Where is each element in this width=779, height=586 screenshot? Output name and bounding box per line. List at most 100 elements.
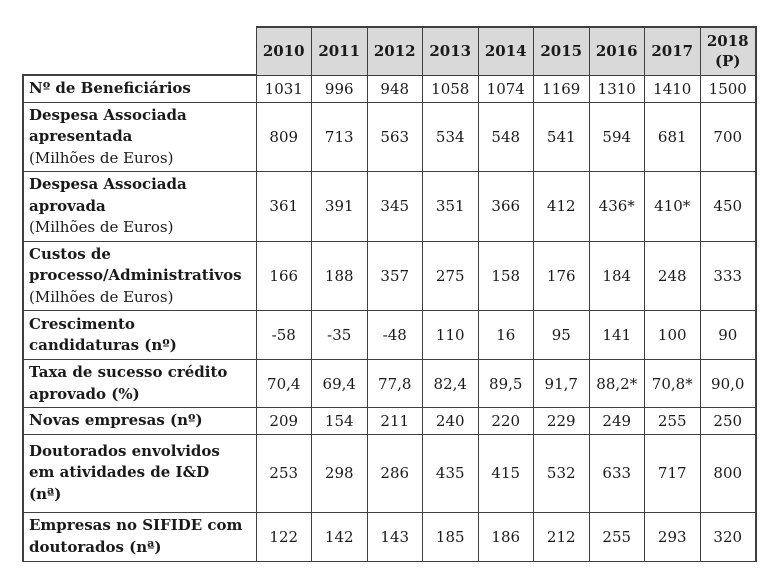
row-label: Taxa de sucesso crédito aprovado (%): [29, 363, 228, 403]
value-cell: 275: [422, 240, 479, 311]
value-cell: 541: [533, 101, 590, 172]
value-cell: 1500: [699, 74, 757, 103]
row-label-cell: Empresas no SIFIDE com doutorados (nª): [22, 511, 257, 562]
header-row: 2010 2011 2012 2013 2014 2015 2016 2017 2018 (P): [23, 26, 757, 76]
value-cell: 77,8: [366, 359, 423, 408]
value-cell: 410*: [644, 171, 701, 242]
value-cell: 293: [644, 511, 701, 562]
value-cell: 185: [422, 511, 479, 562]
table-row: Empresas no SIFIDE com doutorados (nª) 12…: [22, 511, 757, 562]
value-cell: 1169: [533, 74, 590, 103]
row-label: Crescimento candidaturas (nº): [29, 314, 177, 355]
row-label-cell: Doutorados envolvidos em atividades de I…: [22, 433, 257, 513]
row-sublabel: (Milhões de Euros): [29, 287, 174, 306]
year-column-header: 2017: [644, 26, 701, 76]
table-row: Taxa de sucesso crédito aprovado (%) 70,4…: [22, 359, 757, 408]
year-column-header: 2016: [588, 26, 645, 76]
value-cell: 89,5: [477, 359, 534, 408]
value-cell: 534: [422, 101, 479, 172]
value-cell: 110: [422, 310, 479, 360]
value-cell: 229: [533, 407, 590, 435]
value-cell: 212: [533, 511, 590, 562]
value-cell: 366: [477, 171, 534, 242]
value-cell: 16: [477, 310, 534, 360]
table-row: Custos de processo/Administrativos (Milhõ…: [22, 240, 757, 311]
year-column-header: 2010: [255, 26, 312, 76]
row-label: Despesa Associada apresentada: [29, 105, 187, 146]
year-column-header: 2011: [311, 26, 368, 76]
value-cell: 100: [644, 310, 701, 360]
value-cell: 211: [366, 407, 423, 435]
value-cell: 122: [255, 511, 312, 562]
row-label-cell: Custos de processo/Administrativos (Milhõ…: [22, 240, 257, 311]
value-cell: 90: [699, 310, 757, 360]
value-cell: 594: [588, 101, 645, 172]
table-row: Despesa Associada aprovada (Milhões de Eu…: [22, 171, 757, 242]
value-cell: 209: [255, 407, 312, 435]
value-cell: 548: [477, 101, 534, 172]
table-row: Novas empresas (nº) 209 154 211 240 220 229 249…: [22, 407, 757, 435]
value-cell: 69,4: [311, 359, 368, 408]
value-cell: 250: [699, 407, 757, 435]
value-cell: 681: [644, 101, 701, 172]
value-cell: 253: [255, 433, 312, 513]
value-cell: 391: [311, 171, 368, 242]
value-cell: 948: [366, 74, 423, 103]
row-label-cell: Novas empresas (nº): [22, 407, 257, 435]
value-cell: 255: [644, 407, 701, 435]
value-cell: 633: [588, 433, 645, 513]
row-label: Custos de processo/Administrativos: [29, 244, 242, 285]
year-column-header: 2015: [533, 26, 590, 76]
value-cell: 240: [422, 407, 479, 435]
value-cell: 90,0: [699, 359, 757, 408]
value-cell: 142: [311, 511, 368, 562]
value-cell: 166: [255, 240, 312, 311]
value-cell: 800: [699, 433, 757, 513]
value-cell: 82,4: [422, 359, 479, 408]
value-cell: 320: [699, 511, 757, 562]
row-label: Despesa Associada aprovada: [29, 175, 187, 215]
value-cell: 141: [588, 310, 645, 360]
row-label: Doutorados envolvidos em atividades de I…: [29, 441, 220, 503]
row-label-cell: Taxa de sucesso crédito aprovado (%): [22, 359, 257, 408]
value-cell: 450: [699, 171, 757, 242]
value-cell: 186: [477, 511, 534, 562]
value-cell: 351: [422, 171, 479, 242]
value-cell: 1031: [255, 74, 312, 103]
value-cell: 154: [311, 407, 368, 435]
year-column-header: 2013: [422, 26, 479, 76]
table-row: Crescimento candidaturas (nº) -58 -35 -48 11…: [22, 310, 757, 360]
value-cell: 176: [533, 240, 590, 311]
value-cell: 298: [311, 433, 368, 513]
value-cell: 158: [477, 240, 534, 311]
value-cell: 184: [588, 240, 645, 311]
row-label-cell: Despesa Associada aprovada (Milhões de Eu…: [22, 171, 257, 242]
value-cell: 333: [699, 240, 757, 311]
value-cell: 713: [311, 101, 368, 172]
year-column-header: 2012: [366, 26, 423, 76]
row-label-cell: Nº de Beneficiários: [22, 74, 257, 103]
row-label-cell: Crescimento candidaturas (nº): [22, 310, 257, 360]
document-page: 2010 2011 2012 2013 2014 2015 2016 2017 2018 (P)…: [22, 26, 757, 562]
value-cell: -48: [366, 310, 423, 360]
value-cell: 357: [366, 240, 423, 311]
row-sublabel: (Milhões de Euros): [29, 148, 174, 167]
value-cell: -58: [255, 310, 312, 360]
value-cell: 248: [644, 240, 701, 311]
value-cell: 143: [366, 511, 423, 562]
row-label: Empresas no SIFIDE com doutorados (nª): [29, 516, 243, 556]
value-cell: 249: [588, 407, 645, 435]
value-cell: 345: [366, 171, 423, 242]
value-cell: 435: [422, 433, 479, 513]
value-cell: 532: [533, 433, 590, 513]
value-cell: 361: [255, 171, 312, 242]
value-cell: 255: [588, 511, 645, 562]
value-cell: 436*: [588, 171, 645, 242]
value-cell: 70,4: [255, 359, 312, 408]
value-cell: 88,2*: [588, 359, 645, 408]
value-cell: 1410: [644, 74, 701, 103]
table-row: Doutorados envolvidos em atividades de I…: [22, 433, 757, 513]
value-cell: 700: [699, 101, 757, 172]
value-cell: 91,7: [533, 359, 590, 408]
value-cell: 563: [366, 101, 423, 172]
